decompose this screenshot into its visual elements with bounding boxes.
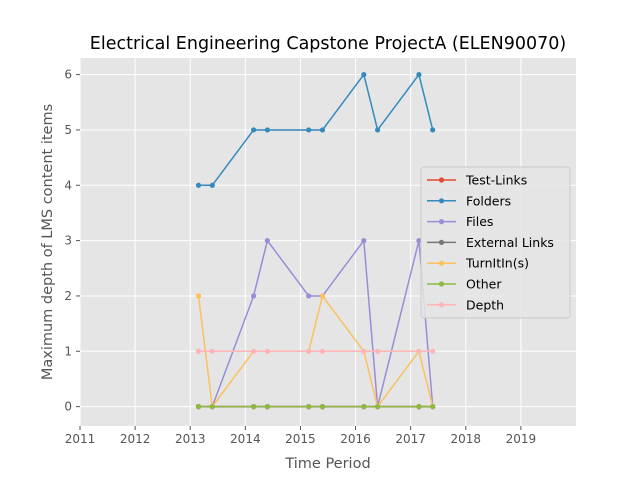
y-tick-label: 6	[64, 68, 72, 82]
legend-swatch-marker	[438, 302, 445, 308]
data-point-folders	[264, 127, 270, 133]
data-point-folders	[306, 127, 312, 133]
data-point-other	[361, 404, 367, 410]
legend-box	[420, 166, 571, 319]
legend-item-turnitin-s: TurnItIn(s)	[427, 256, 529, 271]
legend-swatch-marker	[438, 260, 445, 266]
data-point-other	[264, 404, 270, 410]
data-point-depth	[361, 348, 367, 354]
data-point-other	[375, 404, 381, 410]
x-axis-ticks: 2011 2012 2013 2014 2015 2016 2017 2018 2019	[65, 426, 536, 446]
legend-label: Depth	[466, 297, 504, 312]
data-point-files	[361, 238, 367, 244]
data-point-depth	[251, 348, 257, 354]
data-point-depth	[319, 348, 326, 354]
data-point-folders	[209, 182, 215, 188]
x-tick-label: 2011	[65, 432, 96, 446]
y-tick-label: 0	[64, 400, 72, 414]
series-line-turnitin-s	[197, 295, 434, 408]
data-point-folders	[430, 127, 436, 133]
data-point-depth	[375, 348, 381, 354]
data-point-other	[209, 404, 215, 410]
legend-swatch-marker	[438, 281, 445, 287]
data-point-other	[306, 404, 312, 410]
series-other	[195, 404, 436, 410]
x-tick-label: 2017	[395, 432, 426, 446]
chart-title: Electrical Engineering Capstone ProjectA…	[90, 34, 566, 54]
y-tick-label: 3	[64, 234, 72, 248]
legend-item-external-links: External Links	[427, 235, 554, 250]
data-point-depth	[264, 348, 270, 354]
data-point-depth	[209, 348, 215, 354]
y-tick-label: 2	[64, 289, 72, 303]
legend-swatch-marker	[438, 177, 445, 183]
legend-item-files: Files	[427, 214, 493, 229]
series-line-folders	[198, 73, 434, 187]
x-axis-label: Time Period	[284, 456, 370, 472]
y-axis-ticks: 0 1 2 3 4 5 6	[64, 68, 80, 414]
legend-label: External Links	[466, 235, 554, 250]
x-tick-label: 2018	[451, 432, 482, 446]
data-point-turnitin-s	[195, 293, 202, 299]
data-point-depth	[430, 348, 436, 354]
y-tick-label: 4	[64, 178, 72, 192]
data-point-folders	[375, 127, 381, 133]
data-point-depth	[416, 348, 422, 354]
series-group	[195, 72, 436, 410]
legend-label: Folders	[466, 193, 511, 208]
data-point-other	[251, 404, 257, 410]
data-point-files	[306, 293, 312, 299]
data-point-files	[264, 238, 270, 244]
y-tick-label: 5	[64, 123, 72, 137]
data-point-folders	[251, 127, 257, 133]
legend: Test-Links Folders Files External Links Turn…	[420, 166, 571, 319]
series-folders	[195, 72, 436, 188]
x-tick-label: 2015	[285, 432, 316, 446]
x-tick-label: 2019	[506, 432, 537, 446]
legend-swatch-marker	[438, 219, 445, 225]
legend-item-other: Other	[427, 277, 502, 292]
legend-swatch-marker	[438, 239, 445, 245]
data-point-folders	[319, 127, 326, 133]
legend-label: TurnItIn(s)	[465, 256, 529, 271]
data-point-other	[195, 404, 202, 410]
y-axis-label: Maximum depth of LMS content items	[40, 104, 56, 380]
data-point-files	[416, 238, 422, 244]
series-depth	[195, 348, 436, 354]
data-point-turnitin-s	[319, 293, 326, 299]
data-point-files	[251, 293, 257, 299]
data-point-folders	[361, 72, 367, 78]
data-point-depth	[195, 348, 202, 354]
legend-item-depth: Depth	[427, 297, 504, 312]
legend-label: Files	[466, 214, 493, 229]
data-point-depth	[306, 348, 312, 354]
legend-label: Other	[466, 277, 502, 292]
y-tick-label: 1	[64, 344, 72, 358]
x-tick-label: 2016	[340, 432, 371, 446]
legend-label: Test-Links	[465, 173, 527, 188]
data-point-folders	[195, 182, 202, 188]
data-point-other	[319, 404, 326, 410]
x-tick-label: 2012	[120, 432, 151, 446]
data-point-folders	[416, 72, 422, 78]
x-tick-label: 2014	[230, 432, 261, 446]
x-tick-label: 2013	[175, 432, 206, 446]
legend-swatch-marker	[438, 198, 445, 204]
data-point-other	[416, 404, 422, 410]
data-point-other	[430, 404, 436, 410]
legend-item-folders: Folders	[427, 193, 511, 208]
legend-item-test-links: Test-Links	[427, 173, 527, 188]
